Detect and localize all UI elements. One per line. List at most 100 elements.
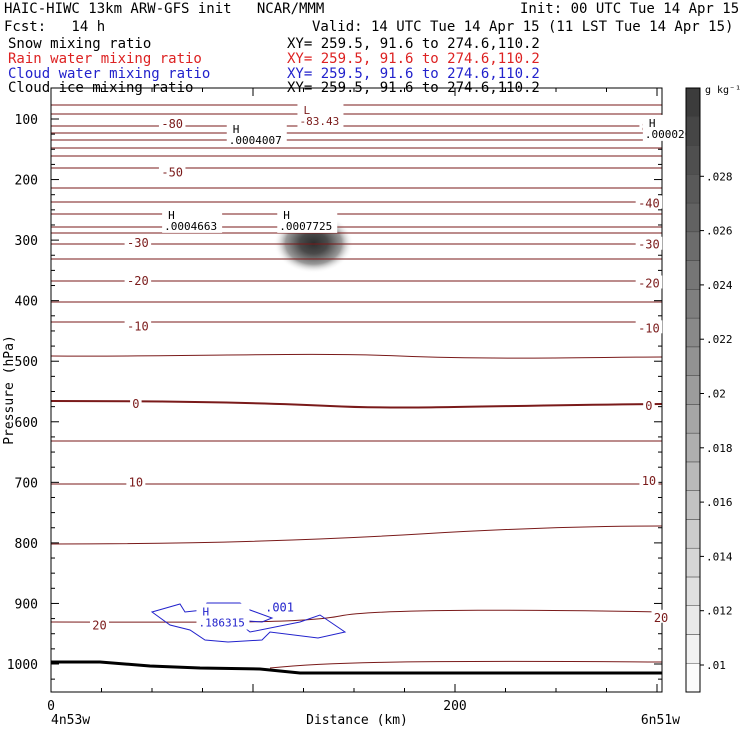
plot-frame [50, 87, 663, 693]
extremum-value: -83.43 [299, 115, 339, 128]
extrema-labels: L-83.43H.0004007H.0004663H.0007725H.0000… [162, 102, 696, 630]
extremum-value: .0007725 [279, 220, 332, 233]
extremum-mark: H [649, 117, 656, 130]
isotherm-label: -30 [127, 236, 149, 250]
extremum-backing [226, 120, 287, 147]
isotherm-label-backing [124, 234, 152, 248]
init-time: Init: 00 UTC Tue 14 Apr 15 [520, 1, 740, 17]
isotherm-label-backing [643, 397, 655, 411]
isotherm-label: -30 [638, 238, 660, 252]
isotherm-label-backing [124, 318, 152, 332]
colorbar-frame [685, 87, 701, 693]
isotherm-label: -80 [161, 117, 183, 131]
colorbar-tick-label: .018 [706, 442, 733, 455]
colorbar-cell [685, 576, 701, 606]
isotherm-label-backing [635, 236, 663, 250]
field-name-snow: Snow mixing ratio [8, 36, 152, 52]
y-tick-label: 600 [15, 416, 38, 431]
isotherm-label-backing [158, 164, 186, 178]
colorbar-cell [685, 260, 701, 290]
isotherm-label-backing [635, 195, 663, 209]
extremum-mark: H [283, 209, 290, 222]
colorbar-cell [685, 202, 701, 233]
colorbar-tick-label: .014 [706, 550, 733, 563]
chart-title: HAIC-HIWC 13km ARW-GFS init NCAR/MMM [4, 1, 325, 17]
colorbar-cell [685, 145, 701, 175]
isotherm-label: 10 [129, 476, 143, 490]
extremum-mark: L [303, 104, 310, 117]
isotherm-label: 20 [92, 619, 106, 633]
colorbar-tick-label: .024 [706, 279, 733, 292]
y-tick-label: 1000 [7, 658, 38, 673]
x-axis-ticks: 0 200 [47, 88, 658, 714]
y-tick-label: 800 [15, 537, 38, 552]
isotherm [51, 400, 662, 409]
y-tick-label: 100 [15, 113, 38, 128]
isotherm-label: -40 [638, 197, 660, 211]
isotherms [51, 104, 662, 669]
y-axis-title: Pressure (hPa) [2, 335, 17, 445]
colorbar-tick-label: .02 [706, 388, 726, 401]
isotherm-label-backing [635, 275, 663, 289]
colorbar-cell [685, 519, 701, 549]
colorbar-cell [685, 231, 701, 261]
extremum-backing [196, 603, 250, 630]
colorbar-cell [685, 404, 701, 434]
terrain-line [51, 660, 662, 675]
isotherm-label: 0 [645, 399, 652, 413]
extremum-value: .0004663 [164, 220, 217, 233]
isotherm-label: -10 [127, 319, 149, 333]
x-end-location: 6n51w [641, 713, 680, 728]
isotherm [51, 525, 662, 545]
colorbar: .01 .012 .014 .016 .018 .02 .022 .024 .026 .028 [685, 87, 733, 693]
x-axis-title: Distance (km) [306, 713, 408, 728]
colorbar-cell [685, 346, 701, 376]
isotherm-label: -20 [127, 274, 149, 288]
extremum-backing [162, 206, 223, 233]
isotherm-label-backing [158, 116, 186, 130]
field-name-rain: Rain water mixing ratio [8, 51, 202, 67]
extremum-value: .0004007 [229, 134, 282, 147]
x-start-location: 4n53w [51, 713, 90, 728]
colorbar-cell [685, 116, 701, 146]
colorbar-tick-label: .01 [706, 659, 726, 672]
y-tick-label: 200 [15, 174, 38, 189]
extremum-value: .000026 [645, 128, 691, 141]
colorbar-cell [685, 461, 701, 491]
colorbar-unit: g kg⁻¹ [705, 85, 740, 96]
field-name-cloud-water: Cloud water mixing ratio [8, 66, 211, 82]
colorbar-cell [685, 289, 701, 319]
y-tick-label: 700 [15, 476, 38, 491]
isotherm-label-backing [635, 320, 663, 334]
isotherm-label: -50 [161, 166, 183, 180]
colorbar-tick-label: .028 [706, 170, 733, 183]
extremum-backing [297, 102, 344, 129]
isotherm-label: -20 [638, 277, 660, 291]
x-tick-label: 200 [443, 699, 466, 714]
cloud-water-label: .001 [265, 600, 294, 614]
isotherm [51, 353, 662, 359]
isotherm-labels: -80-50-40-30-30-20-20-10-10001010202080 [89, 116, 671, 633]
isotherm [269, 660, 662, 669]
colorbar-cell [685, 662, 701, 693]
extremum-backing [277, 206, 338, 233]
y-tick-label: 900 [15, 597, 38, 612]
colorbar-cell [685, 174, 701, 204]
isotherm-label: -10 [638, 321, 660, 335]
isotherm-label-backing [651, 609, 671, 623]
colorbar-tick-label: .016 [706, 496, 733, 509]
field-xy-rain: XY= 259.5, 91.6 to 274.6,110.2 [287, 51, 540, 67]
x-tick-label: 0 [47, 699, 55, 714]
colorbar-cell [685, 87, 701, 118]
forecast-hour: Fcst: 14 h [4, 19, 106, 35]
y-tick-label: 300 [15, 234, 38, 249]
field-xy-cloud-water: XY= 259.5, 91.6 to 274.6,110.2 [287, 66, 540, 82]
y-tick-label: 500 [15, 355, 38, 370]
extremum-mark: H [233, 123, 240, 136]
isotherm-label: 0 [132, 397, 139, 411]
isotherm-label-backing [639, 472, 659, 486]
isotherm-label-backing [89, 617, 109, 631]
valid-time: Valid: 14 UTC Tue 14 Apr 15 (11 LST Tue … [312, 19, 734, 35]
extremum-mark: H [202, 606, 209, 619]
